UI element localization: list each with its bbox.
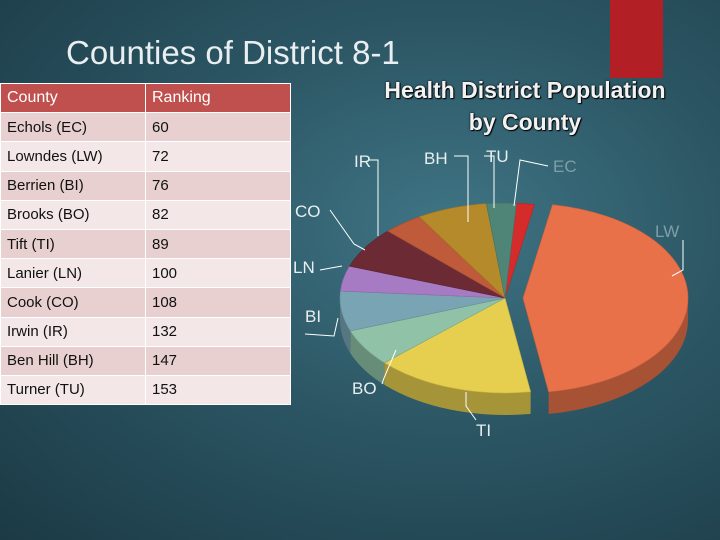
slice-label-ln: LN: [293, 258, 315, 277]
ranking-cell: 82: [145, 199, 291, 230]
table-row: Irwin (IR) 132: [0, 316, 291, 347]
table-header-row: County Ranking: [0, 82, 291, 114]
table-row: Turner (TU) 153: [0, 374, 291, 406]
table-row: Brooks (BO) 82: [0, 199, 291, 230]
ranking-cell: 147: [145, 345, 291, 376]
slice-label-lw: LW: [655, 222, 679, 241]
leader-line-bi: [304, 317, 339, 337]
pie-slice-tu: [486, 202, 517, 299]
leader-line-ec: [513, 159, 549, 207]
county-ranking-table: County Ranking Echols (EC) 60 Lowndes (LW…: [0, 82, 291, 406]
leader-line-bo: [381, 349, 397, 385]
slice-label-ir: IR: [354, 152, 371, 171]
ranking-cell: 76: [145, 170, 291, 201]
pie-side-walls: [340, 298, 688, 415]
slice-label-tu: TU: [486, 147, 509, 166]
chart-title: Health District Population by County: [360, 74, 690, 138]
pie-side-bo: [350, 330, 385, 385]
county-cell: Brooks (BO): [0, 199, 146, 230]
slice-label-bo: BO: [352, 379, 377, 398]
table-row: Lowndes (LW) 72: [0, 141, 291, 172]
ranking-cell: 153: [145, 374, 291, 406]
table-row: Echols (EC) 60: [0, 112, 291, 143]
county-cell: Tift (TI): [0, 228, 146, 260]
leader-line-ti: [465, 392, 477, 421]
header-county: County: [0, 82, 146, 114]
leader-line-ln: [319, 265, 343, 271]
slice-label-bi: BI: [305, 307, 321, 326]
pie-side-ti: [384, 362, 531, 415]
pie-slice-ti: [383, 297, 532, 394]
leader-line-tu: [484, 155, 495, 208]
ranking-cell: 132: [145, 316, 291, 347]
table-row: Berrien (BI) 76: [0, 170, 291, 201]
county-cell: Echols (EC): [0, 112, 146, 143]
ranking-cell: 60: [145, 112, 291, 143]
county-cell: Lanier (LN): [0, 258, 146, 289]
ranking-cell: 108: [145, 287, 291, 318]
pie-side-bi: [340, 298, 351, 353]
slice-label-ti: TI: [476, 421, 491, 440]
county-cell: Turner (TU): [0, 374, 146, 406]
leader-line-ir: [368, 159, 379, 236]
pie-side-lw: [548, 298, 688, 414]
accent-bar: [610, 0, 663, 78]
table-row: Lanier (LN) 100: [0, 258, 291, 289]
leader-line-lw: [671, 240, 684, 277]
county-cell: Lowndes (LW): [0, 141, 146, 172]
header-ranking: Ranking: [145, 82, 291, 114]
county-cell: Cook (CO): [0, 287, 146, 318]
slice-label-co: CO: [295, 202, 321, 221]
county-cell: Ben Hill (BH): [0, 345, 146, 376]
slide-title: Counties of District 8-1: [66, 34, 400, 71]
county-cell: Irwin (IR): [0, 316, 146, 347]
pie-slice-lw: [522, 204, 689, 393]
slice-label-ec: EC: [553, 157, 577, 176]
pie-slices: [339, 202, 689, 394]
table-row: Tift (TI) 89: [0, 228, 291, 260]
table-row: Cook (CO) 108: [0, 287, 291, 318]
table-row: Ben Hill (BH) 147: [0, 345, 291, 376]
ranking-cell: 72: [145, 141, 291, 172]
chart-title-line-2: by County: [468, 109, 582, 136]
leader-line-co: [329, 209, 366, 251]
slice-label-bh: BH: [424, 149, 448, 168]
leader-line-bh: [454, 155, 469, 222]
pie-labels: EC LW TI BO BI LN CO IR BH TU: [293, 147, 684, 440]
chart-title-line-1: Health District Population: [384, 77, 666, 103]
county-cell: Berrien (BI): [0, 170, 146, 201]
